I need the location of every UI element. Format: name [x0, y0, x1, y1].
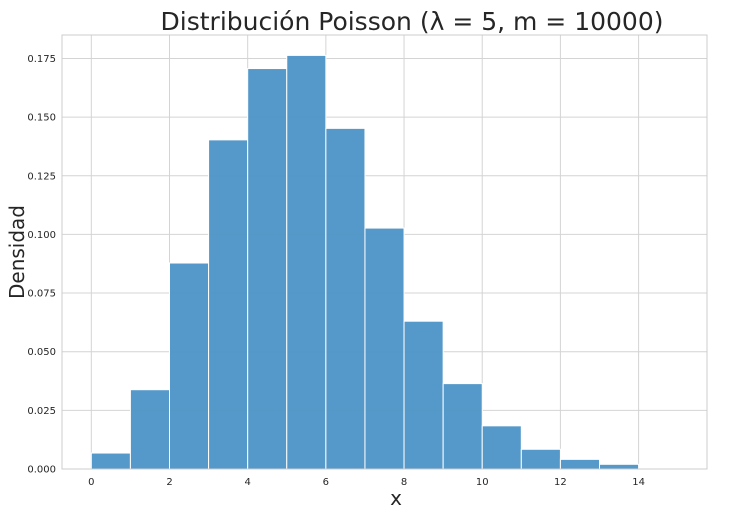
y-axis-label: Densidad: [5, 205, 29, 299]
y-tick-label: 0.100: [27, 230, 56, 241]
histogram-bar: [208, 139, 249, 470]
histogram-bar: [520, 448, 561, 470]
chart-title: Distribución Poisson (λ = 5, m = 10000): [161, 7, 664, 36]
x-axis-label: x: [390, 486, 402, 510]
y-tick-label: 0.000: [27, 465, 56, 476]
x-tick-label: 12: [554, 477, 567, 488]
plot-frame: [61, 34, 708, 470]
histogram-bar: [169, 262, 210, 470]
x-tick-label: 8: [401, 477, 407, 488]
y-tick-label: 0.050: [27, 347, 56, 358]
histogram-bar: [403, 320, 444, 470]
histogram-bar: [481, 425, 522, 470]
x-tick-label: 2: [166, 477, 172, 488]
x-tick-label: 4: [244, 477, 250, 488]
y-tick-label: 0.025: [27, 406, 56, 417]
y-tick-label: 0.175: [27, 54, 56, 65]
y-tick-label: 0.075: [27, 289, 56, 300]
histogram-bar: [599, 463, 640, 470]
histogram-bar: [129, 389, 170, 470]
x-axis-ticks: 0 2 4 6 8 10 12 14: [88, 477, 645, 488]
y-tick-label: 0.150: [27, 113, 56, 124]
histogram-bar: [247, 68, 288, 470]
histogram-bar: [364, 227, 405, 470]
histogram-bar: [325, 127, 366, 470]
x-tick-label: 0: [88, 477, 94, 488]
x-tick-label: 10: [476, 477, 489, 488]
x-tick-label: 6: [323, 477, 329, 488]
x-tick-label: 14: [632, 477, 645, 488]
histogram-bar: [559, 458, 601, 470]
histogram-bar: [442, 383, 483, 470]
y-axis-ticks: 0.000 0.025 0.050 0.075 0.100 0.125 0.150 0.175: [27, 54, 56, 476]
histogram-bar: [90, 452, 131, 470]
histogram-bar: [286, 54, 327, 470]
histogram-bars: [90, 54, 679, 470]
y-tick-label: 0.125: [27, 171, 56, 182]
